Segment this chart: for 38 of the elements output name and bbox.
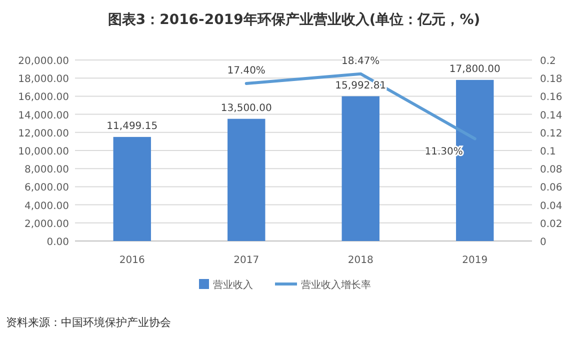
y2-tick-label: 0.12 [540, 128, 562, 140]
x-tick-label: 2016 [119, 255, 145, 266]
data-label: 11,499.15 [106, 120, 158, 132]
chart-title: 图表3：2016-2019年环保产业营业收入(单位：亿元，%) [108, 11, 480, 28]
y2-tick-label: 0.08 [540, 164, 562, 176]
y-tick-label: 20,000.00 [18, 56, 69, 67]
y-tick-label: 14,000.00 [18, 110, 69, 122]
legend-label: 营业收入增长率 [301, 279, 371, 291]
y-tick-label: 6,000.00 [24, 182, 69, 194]
y2-tick-label: 0.06 [540, 182, 562, 194]
y-tick-label: 12,000.00 [18, 128, 69, 140]
bar [228, 118, 266, 241]
y-tick-label: 8,000.00 [24, 164, 69, 176]
y-tick-label: 18,000.00 [18, 74, 69, 86]
y-tick-label: 16,000.00 [18, 92, 69, 104]
x-tick-label: 2019 [462, 255, 488, 266]
text: 资料来源：中国环境保护产业协会 [6, 316, 171, 329]
y-tick-label: 0.00 [46, 237, 69, 248]
y2-tick-label: 0.04 [540, 200, 562, 212]
data-label: 18.47% [342, 56, 380, 67]
y2-tick-label: 0.14 [540, 110, 562, 122]
y2-tick-label: 0.1 [540, 146, 556, 158]
bar [342, 96, 380, 241]
y-tick-label: 2,000.00 [24, 218, 69, 230]
data-label: 17,800.00 [449, 64, 500, 75]
data-label: 13,500.00 [220, 102, 272, 114]
y2-tick-label: 0.16 [540, 92, 562, 104]
x-tick-label: 2018 [348, 255, 374, 266]
data-label: 17.40% [227, 66, 266, 77]
x-tick-label: 2017 [234, 255, 260, 266]
y2-tick-label: 0 [540, 237, 546, 248]
y2-tick-label: 0.18 [540, 74, 562, 86]
y-tick-label: 4,000.00 [24, 200, 69, 212]
y2-tick-label: 0.2 [540, 56, 556, 67]
y2-tick-label: 0.02 [540, 218, 562, 230]
y-tick-label: 10,000.00 [18, 146, 69, 158]
legend-label: 营业收入 [213, 279, 253, 291]
bar [113, 136, 151, 241]
